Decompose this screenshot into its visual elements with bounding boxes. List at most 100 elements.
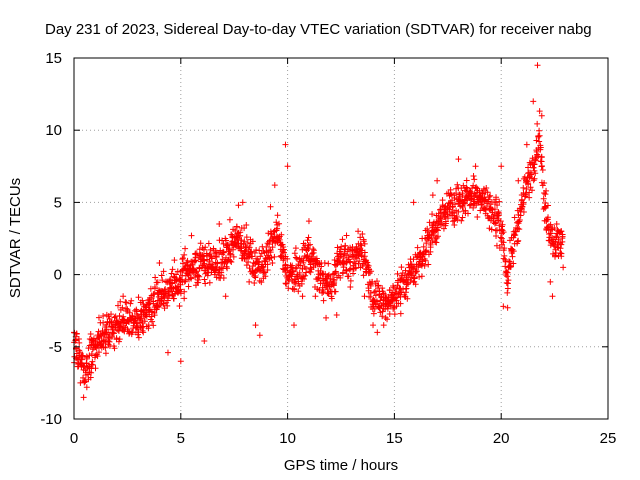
data-point (235, 202, 242, 209)
data-point (560, 264, 567, 271)
data-point (205, 240, 212, 247)
data-point (304, 237, 311, 244)
data-point (292, 245, 299, 252)
data-point (495, 209, 502, 216)
data-point (284, 163, 291, 170)
data-point (181, 295, 188, 302)
data-point (434, 233, 441, 240)
data-point (347, 283, 354, 290)
data-point (497, 234, 504, 241)
data-point (549, 293, 556, 300)
data-point (491, 206, 498, 213)
data-point (504, 289, 511, 296)
data-point (494, 212, 501, 219)
plot-frame (73, 57, 609, 420)
data-point (269, 259, 276, 266)
data-point (190, 265, 197, 272)
data-point (108, 318, 115, 325)
data-point (241, 238, 248, 245)
x-tick-label: 25 (600, 430, 617, 447)
data-point (459, 214, 466, 221)
data-point (158, 272, 165, 279)
data-point (122, 299, 129, 306)
data-point (73, 330, 80, 337)
data-point (393, 294, 400, 301)
data-point (209, 263, 216, 270)
data-point (520, 208, 527, 215)
data-point (432, 238, 439, 245)
data-point (112, 313, 119, 320)
data-point (418, 273, 425, 280)
data-point (536, 127, 543, 134)
data-point (307, 269, 314, 276)
data-point (284, 255, 291, 262)
data-point (247, 249, 254, 256)
data-point (390, 305, 397, 312)
data-point (264, 266, 271, 273)
x-tick-label: 0 (70, 430, 78, 447)
data-point (394, 270, 401, 277)
data-point (449, 204, 456, 211)
data-point (498, 163, 505, 170)
y-tick-label: -10 (40, 411, 62, 428)
data-point (536, 138, 543, 145)
data-point (332, 268, 339, 275)
data-point (534, 120, 541, 127)
data-point (463, 177, 470, 184)
data-point (419, 235, 426, 242)
data-point (276, 236, 283, 243)
data-point (404, 279, 411, 286)
data-point (413, 268, 420, 275)
data-point (337, 274, 344, 281)
data-point (414, 244, 421, 251)
data-point (504, 269, 511, 276)
data-point (397, 310, 404, 317)
data-point (474, 214, 481, 221)
data-point (85, 345, 92, 352)
data-point (291, 250, 298, 257)
data-point (526, 194, 533, 201)
data-point (152, 274, 159, 281)
data-point (429, 237, 436, 244)
data-point (282, 280, 289, 287)
data-point (164, 302, 171, 309)
data-point (327, 275, 334, 282)
data-point (533, 137, 540, 144)
data-point (195, 279, 202, 286)
data-point (295, 288, 302, 295)
data-point (177, 290, 184, 297)
data-point (271, 182, 278, 189)
data-point (434, 177, 441, 184)
data-point (425, 251, 432, 258)
data-point (364, 259, 371, 266)
data-point (139, 327, 146, 334)
data-point (487, 192, 494, 199)
data-point (515, 237, 522, 244)
data-point (547, 278, 554, 285)
data-point (397, 300, 404, 307)
data-point (339, 269, 346, 276)
data-point (290, 268, 297, 275)
data-point (109, 323, 116, 330)
data-point (188, 275, 195, 282)
data-point (421, 262, 428, 269)
data-point (500, 255, 507, 262)
data-point (220, 249, 227, 256)
data-point (515, 177, 522, 184)
data-point (320, 288, 327, 295)
data-point (230, 253, 237, 260)
data-point (360, 272, 367, 279)
data-point (558, 241, 565, 248)
data-point (95, 314, 102, 321)
data-point (328, 295, 335, 302)
data-point (535, 153, 542, 160)
data-point (356, 258, 363, 265)
data-point (89, 361, 96, 368)
data-point (553, 221, 560, 228)
data-point (141, 318, 148, 325)
data-point (117, 298, 124, 305)
data-point (516, 226, 523, 233)
data-point (188, 232, 195, 239)
data-point (256, 259, 263, 266)
data-point (292, 265, 299, 272)
